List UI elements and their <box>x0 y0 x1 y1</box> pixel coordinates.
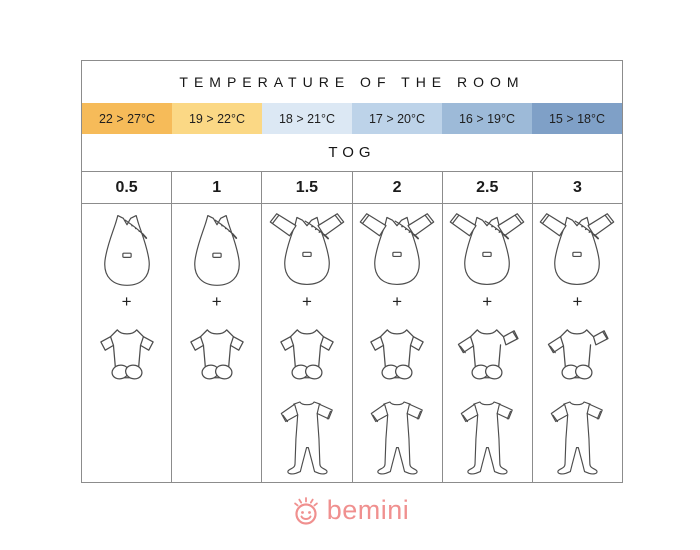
pajamas-icon <box>276 394 338 480</box>
bag-sleeved-icon <box>265 210 349 290</box>
bag-sleeveless-icon <box>94 210 160 290</box>
tog-value-cell: 1.5 <box>261 172 351 203</box>
tog-value-cell: 0.5 <box>115 178 138 196</box>
temp-range-cell: 16 > 19°C <box>442 103 532 134</box>
table-title: TEMPERATURE OF THE ROOM <box>179 74 525 90</box>
tog-label: TOG <box>328 144 376 161</box>
brand-footer: bemini <box>0 490 700 530</box>
temp-range-cell: 22 > 27°C <box>82 103 172 134</box>
temp-range-cell: 19 > 22°C <box>172 103 262 134</box>
clothing-column: + <box>531 204 622 482</box>
illustration-row: + + + + + + <box>82 204 622 482</box>
brand-name: bemini <box>326 494 410 525</box>
pajamas-icon <box>366 394 428 480</box>
bag-sleeveless-icon <box>184 210 250 290</box>
temp-range-cell: 17 > 20°C <box>352 103 442 134</box>
pajamas-icon <box>546 394 608 480</box>
bodysuit-short-icon <box>366 320 428 392</box>
bodysuit-short-icon <box>96 320 158 392</box>
tog-temperature-table: TEMPERATURE OF THE ROOM 22 > 27°C 19 > 22… <box>81 60 623 483</box>
bodysuit-short-icon <box>276 320 338 392</box>
temp-range-cell: 18 > 21°C <box>262 103 352 134</box>
clothing-column: + <box>171 204 261 482</box>
tog-values-row: 0.5 1 1.5 2 2.5 3 <box>82 171 622 204</box>
clothing-column: + <box>82 204 171 482</box>
plus-sign: + <box>572 292 583 311</box>
bag-sleeved-icon <box>445 210 529 290</box>
bemini-smiley-icon <box>293 497 318 525</box>
pajamas-icon <box>456 394 518 480</box>
bodysuit-long-icon <box>455 320 519 392</box>
plus-sign: + <box>121 292 132 311</box>
temp-range-cell: 15 > 18°C <box>532 103 622 134</box>
bag-sleeved-icon <box>355 210 439 290</box>
plus-sign: + <box>482 292 493 311</box>
clothing-column: + <box>351 204 442 482</box>
tog-value-cell: 2 <box>351 172 442 203</box>
tog-value-cell: 2.5 <box>441 172 532 203</box>
tog-value-cell: 1 <box>171 172 261 203</box>
plus-sign: + <box>211 292 222 311</box>
clothing-column: + <box>261 204 351 482</box>
tog-value-cell: 3 <box>531 172 622 203</box>
temperature-band-row: 22 > 27°C 19 > 22°C 18 > 21°C 17 > 20°C 16 >… <box>82 103 622 134</box>
plus-sign: + <box>392 292 403 311</box>
bodysuit-short-icon <box>186 320 248 392</box>
bodysuit-long-icon <box>545 320 610 392</box>
plus-sign: + <box>301 292 312 311</box>
bag-sleeved-icon <box>535 210 619 290</box>
clothing-column: + <box>441 204 532 482</box>
